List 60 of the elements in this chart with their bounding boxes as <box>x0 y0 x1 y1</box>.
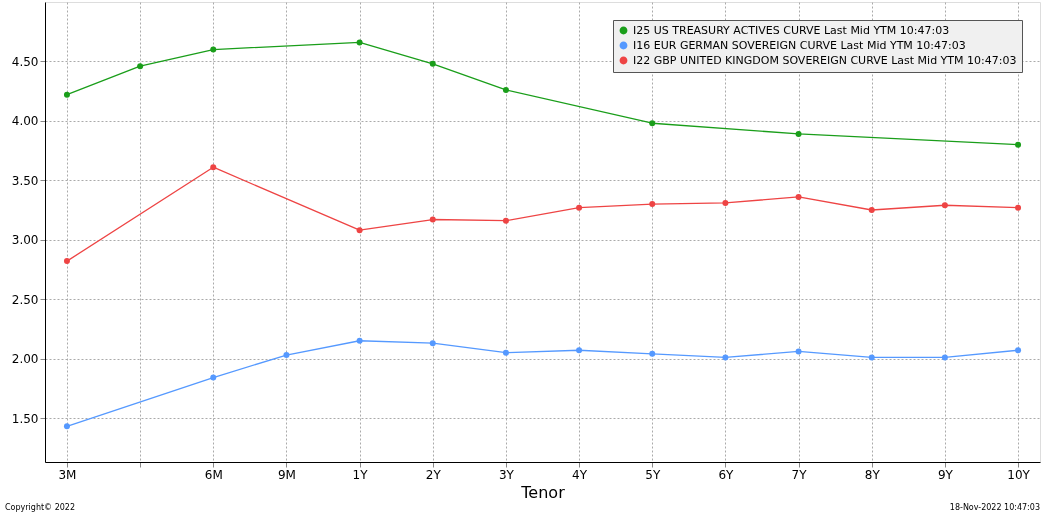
point <box>429 216 436 223</box>
point <box>868 354 875 361</box>
point <box>722 354 729 361</box>
y-tick-label: 4.50 <box>11 54 39 69</box>
point <box>502 86 509 93</box>
point <box>795 130 802 137</box>
y-tick-label: 3.00 <box>11 233 39 248</box>
x-axis-title: Tenor <box>520 482 566 502</box>
x-tick-label: 6M <box>204 467 223 482</box>
point <box>63 91 70 98</box>
text: 18-Nov-2022 10:47:03 <box>949 503 1040 512</box>
legend-label: I22 GBP UNITED KINGDOM SOVEREIGN CURVE Last Mid YTM 10:47:03 <box>633 53 1017 67</box>
x-tick-label: 2Y <box>425 467 442 482</box>
point <box>283 352 290 359</box>
legend-label: I25 US TREASURY ACTIVES CURVE Last Mid YTM 10:47:03 <box>633 23 950 37</box>
point <box>941 354 948 361</box>
point <box>210 374 217 381</box>
point <box>502 217 509 224</box>
x-tick-label: 9Y <box>937 467 954 482</box>
point <box>356 39 363 46</box>
point <box>429 60 436 67</box>
point <box>210 164 217 171</box>
y-tick-label: 3.50 <box>11 173 39 188</box>
x-tick-label: 9M <box>277 467 296 482</box>
point <box>576 347 583 354</box>
point <box>576 204 583 211</box>
point <box>429 340 436 347</box>
x-tick-label: 5Y <box>645 467 661 482</box>
point <box>868 207 875 213</box>
y-tick-label: 4.00 <box>11 114 39 129</box>
x-tick-label: 3M <box>58 467 77 482</box>
point <box>356 337 363 344</box>
x-tick-label: 6Y <box>718 467 735 482</box>
x-tick-label: 10Y <box>1007 467 1031 482</box>
x-tick-label: 4Y <box>572 467 588 482</box>
x-tick-label: 1Y <box>352 467 369 482</box>
x-tick-label: 7Y <box>791 467 808 482</box>
point <box>1015 141 1022 148</box>
point <box>63 423 70 430</box>
text: Copyright© 2022 <box>5 503 75 512</box>
point <box>649 350 656 357</box>
legend-label: I16 EUR GERMAN SOVEREIGN CURVE Last Mid YTM 10:47:03 <box>633 38 966 52</box>
point <box>1015 347 1022 354</box>
point <box>1015 204 1022 211</box>
point <box>356 227 363 234</box>
x-tick-label: 3Y <box>498 467 515 482</box>
point <box>795 348 802 355</box>
point <box>502 349 509 356</box>
point <box>63 258 70 265</box>
y-tick-label: 2.00 <box>11 352 39 367</box>
point <box>137 63 144 70</box>
x-tick-label: 8Y <box>864 467 881 482</box>
point <box>210 46 217 53</box>
point <box>722 199 729 206</box>
point <box>795 193 802 200</box>
point <box>941 202 948 209</box>
point <box>649 120 656 127</box>
y-tick-label: 1.50 <box>11 411 39 426</box>
point <box>649 201 656 208</box>
y-tick-label: 2.50 <box>11 292 39 307</box>
